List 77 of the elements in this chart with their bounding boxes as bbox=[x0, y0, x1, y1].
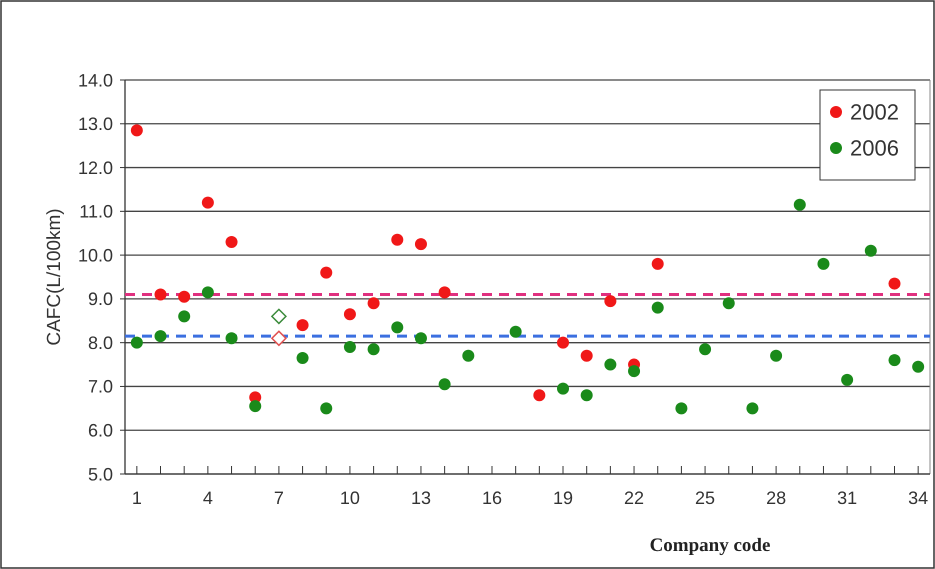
point bbox=[462, 350, 474, 362]
x-tick-label: 16 bbox=[482, 488, 502, 508]
point bbox=[320, 266, 332, 279]
x-tick-label: 1 bbox=[132, 488, 142, 508]
point bbox=[675, 402, 688, 414]
point bbox=[533, 389, 546, 402]
x-tick-label: 22 bbox=[624, 488, 644, 508]
x-axis-title: Company code bbox=[650, 535, 770, 556]
point bbox=[580, 389, 593, 402]
x-tick-label: 31 bbox=[837, 488, 858, 508]
point bbox=[320, 402, 332, 414]
point bbox=[841, 374, 854, 386]
point bbox=[770, 350, 782, 362]
point bbox=[604, 295, 616, 308]
point bbox=[249, 400, 262, 412]
point bbox=[202, 196, 214, 209]
point bbox=[130, 336, 143, 349]
point bbox=[154, 330, 167, 342]
point bbox=[368, 297, 380, 310]
point bbox=[794, 198, 806, 211]
point bbox=[154, 288, 167, 301]
point bbox=[628, 365, 640, 378]
y-tick-label: 7.0 bbox=[88, 376, 113, 397]
point bbox=[438, 286, 451, 298]
point bbox=[817, 258, 830, 270]
point bbox=[414, 238, 427, 250]
point bbox=[226, 332, 238, 344]
point bbox=[510, 326, 522, 338]
y-tick-label: 10.0 bbox=[78, 245, 113, 266]
x-tick-label: 19 bbox=[553, 488, 574, 508]
point bbox=[652, 302, 664, 314]
point bbox=[580, 350, 593, 362]
y-tick-label: 6.0 bbox=[88, 420, 113, 441]
x-tick-label: 10 bbox=[340, 488, 360, 508]
x-tick-label: 4 bbox=[202, 488, 213, 508]
point bbox=[414, 332, 427, 344]
legend-label: 2002 bbox=[850, 100, 899, 125]
x-tick-label: 34 bbox=[908, 488, 928, 508]
y-tick-label: 14.0 bbox=[78, 70, 113, 90]
point bbox=[888, 278, 900, 290]
point bbox=[296, 352, 309, 364]
y-tick-label: 13.0 bbox=[78, 114, 113, 134]
point bbox=[391, 321, 404, 334]
point bbox=[912, 360, 924, 373]
x-tick-label: 25 bbox=[695, 488, 716, 508]
x-tick-label: 7 bbox=[274, 488, 284, 508]
x-tick-label: 28 bbox=[766, 488, 786, 508]
legend-label: 2006 bbox=[850, 136, 899, 161]
y-tick-label: 9.0 bbox=[88, 289, 113, 310]
point bbox=[722, 297, 735, 310]
point bbox=[699, 343, 712, 356]
point bbox=[557, 382, 570, 395]
point bbox=[344, 341, 356, 354]
point bbox=[226, 236, 238, 248]
y-axis-title: CAFC(L/100km) bbox=[44, 208, 65, 346]
point bbox=[344, 308, 356, 320]
y-tick-label: 12.0 bbox=[78, 158, 113, 178]
point bbox=[296, 319, 309, 332]
point bbox=[557, 336, 570, 349]
point bbox=[130, 124, 143, 136]
y-tick-label: 5.0 bbox=[88, 464, 113, 484]
point bbox=[271, 308, 287, 324]
point bbox=[746, 402, 758, 414]
point bbox=[178, 310, 190, 322]
y-tick-label: 11.0 bbox=[79, 202, 113, 222]
point bbox=[271, 330, 287, 346]
point bbox=[652, 258, 664, 270]
point bbox=[178, 290, 190, 303]
point bbox=[604, 358, 616, 371]
point bbox=[864, 244, 877, 257]
x-tick-label: 13 bbox=[410, 488, 431, 508]
point bbox=[202, 286, 214, 298]
point bbox=[368, 343, 380, 356]
y-tick-label: 8.0 bbox=[88, 332, 113, 353]
point bbox=[391, 234, 404, 246]
point bbox=[438, 378, 451, 390]
point bbox=[888, 354, 900, 366]
